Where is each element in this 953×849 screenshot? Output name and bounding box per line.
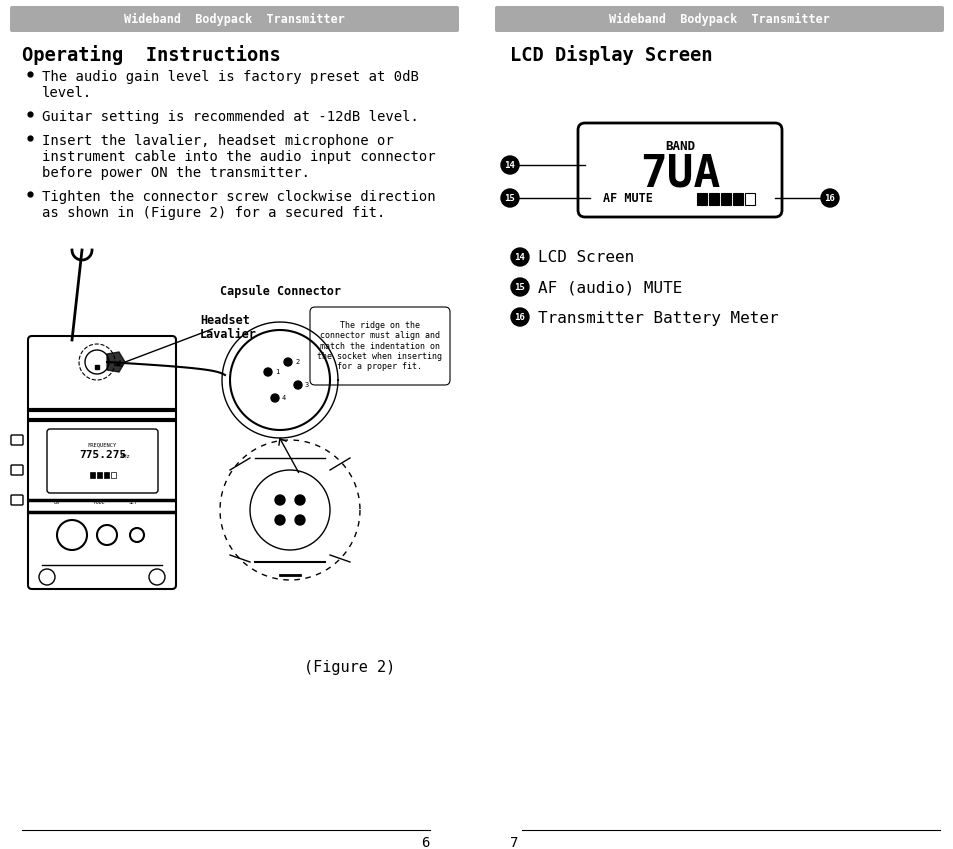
Text: Capsule Connector: Capsule Connector [220, 285, 341, 298]
Bar [720, 193, 730, 205]
Bar [697, 193, 706, 205]
Bar [732, 193, 742, 205]
Text: MHz: MHz [120, 454, 131, 459]
Text: AF MUTE: AF MUTE [602, 192, 652, 205]
Text: instrument cable into the audio input connector: instrument cable into the audio input co… [42, 150, 436, 164]
Circle shape [500, 156, 518, 174]
FancyBboxPatch shape [11, 465, 23, 475]
Text: AF (audio) MUTE: AF (audio) MUTE [537, 280, 681, 295]
Text: 7UA: 7UA [639, 152, 720, 195]
Text: 15: 15 [504, 194, 515, 203]
FancyBboxPatch shape [97, 472, 102, 478]
Text: Tighten the connector screw clockwise direction: Tighten the connector screw clockwise di… [42, 190, 436, 204]
Polygon shape [107, 352, 125, 372]
Text: Lavalier: Lavalier [200, 328, 256, 341]
Text: 1: 1 [274, 369, 279, 375]
Text: 4: 4 [282, 395, 286, 401]
Text: LCD Display Screen: LCD Display Screen [510, 45, 712, 65]
Text: The ridge on the
connector must align and
match the indentation on
the socket wh: The ridge on the connector must align an… [317, 321, 442, 371]
Circle shape [294, 381, 302, 389]
Circle shape [500, 189, 518, 207]
Text: Guitar setting is recommended at -12dB level.: Guitar setting is recommended at -12dB l… [42, 110, 418, 124]
Text: before power ON the transmitter.: before power ON the transmitter. [42, 166, 310, 180]
Circle shape [284, 358, 292, 366]
Text: Operating  Instructions: Operating Instructions [22, 45, 280, 65]
Circle shape [294, 495, 305, 505]
FancyBboxPatch shape [112, 472, 116, 478]
FancyBboxPatch shape [11, 435, 23, 445]
Text: 16: 16 [823, 194, 835, 203]
Text: 7: 7 [510, 836, 517, 849]
Text: 2: 2 [294, 359, 299, 365]
Bar [708, 193, 719, 205]
Text: 3: 3 [305, 382, 309, 388]
Text: BAND: BAND [664, 140, 695, 153]
Text: LCD Screen: LCD Screen [537, 250, 634, 266]
Text: Wideband  Bodypack  Transmitter: Wideband Bodypack Transmitter [608, 13, 828, 25]
Text: The audio gain level is factory preset at 0dB: The audio gain level is factory preset a… [42, 70, 418, 84]
Circle shape [274, 515, 285, 525]
Text: FREQUENCY: FREQUENCY [88, 442, 117, 447]
Text: (Figure 2): (Figure 2) [304, 660, 395, 675]
Circle shape [511, 248, 529, 266]
Bar [744, 193, 754, 205]
Text: 16: 16 [514, 312, 525, 322]
FancyBboxPatch shape [578, 123, 781, 217]
Circle shape [264, 368, 272, 376]
FancyBboxPatch shape [495, 6, 943, 32]
Text: Transmitter Battery Meter: Transmitter Battery Meter [537, 311, 778, 325]
Text: ON: ON [54, 500, 60, 505]
FancyBboxPatch shape [11, 495, 23, 505]
FancyBboxPatch shape [28, 336, 175, 589]
FancyBboxPatch shape [91, 472, 95, 478]
Text: 6: 6 [421, 836, 430, 849]
Circle shape [271, 394, 278, 402]
Circle shape [511, 278, 529, 296]
FancyBboxPatch shape [47, 429, 158, 493]
Text: 14: 14 [504, 160, 515, 170]
Text: Wideband  Bodypack  Transmitter: Wideband Bodypack Transmitter [124, 13, 344, 25]
FancyBboxPatch shape [105, 472, 110, 478]
Circle shape [274, 495, 285, 505]
Text: MODE: MODE [94, 500, 106, 505]
Text: level.: level. [42, 86, 92, 100]
Text: 14: 14 [514, 252, 525, 261]
Circle shape [294, 515, 305, 525]
FancyBboxPatch shape [310, 307, 450, 385]
Circle shape [511, 308, 529, 326]
Text: as shown in (Figure 2) for a secured fit.: as shown in (Figure 2) for a secured fit… [42, 206, 385, 220]
Text: Headset: Headset [200, 314, 250, 327]
Circle shape [821, 189, 838, 207]
Text: 15: 15 [514, 283, 525, 291]
FancyBboxPatch shape [10, 6, 458, 32]
Text: 775.275: 775.275 [79, 450, 126, 460]
Text: SET: SET [129, 500, 137, 505]
Text: Insert the lavalier, headset microphone or: Insert the lavalier, headset microphone … [42, 134, 394, 148]
